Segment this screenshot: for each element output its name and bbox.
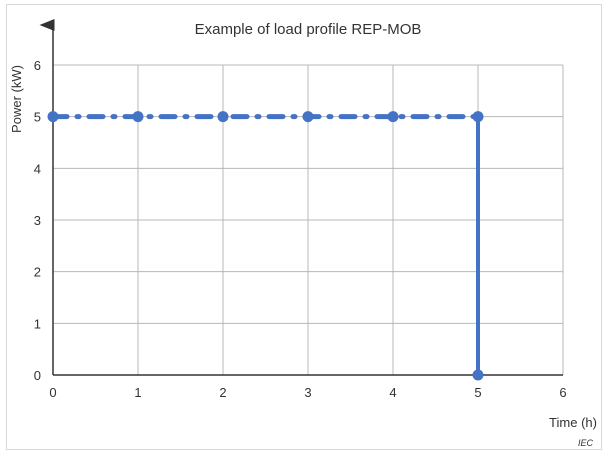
y-tick-label: 0	[34, 368, 41, 383]
y-tick-label: 1	[34, 316, 41, 331]
data-point	[472, 111, 484, 123]
y-axis-label: Power (kW)	[9, 65, 24, 133]
data-point	[132, 111, 144, 123]
chart-frame: Example of load profile REP-MOB Power (k…	[6, 4, 602, 450]
y-tick-label: 2	[34, 265, 41, 280]
y-tick-label: 4	[34, 161, 41, 176]
y-tick-label: 5	[34, 110, 41, 125]
x-axis-label: Time (h)	[549, 415, 597, 430]
text-layer: Example of load profile REP-MOB Power (k…	[9, 21, 597, 448]
chart-svg: Example of load profile REP-MOB Power (k…	[9, 19, 597, 448]
chart-title: Example of load profile REP-MOB	[195, 21, 422, 38]
x-tick-label: 2	[219, 385, 226, 400]
data-point	[472, 369, 484, 381]
iec-watermark: IEC	[578, 438, 594, 448]
x-tick-label: 4	[389, 385, 396, 400]
series-layer	[47, 111, 484, 381]
x-tick-label: 6	[559, 385, 566, 400]
x-tick-label: 0	[49, 385, 56, 400]
y-tick-label: 6	[34, 58, 41, 73]
x-tick-label: 3	[304, 385, 311, 400]
data-point	[302, 111, 314, 123]
x-tick-label: 5	[474, 385, 481, 400]
data-point	[217, 111, 229, 123]
y-tick-label: 3	[34, 213, 41, 228]
data-point	[47, 111, 59, 123]
x-tick-label: 1	[134, 385, 141, 400]
data-point	[387, 111, 399, 123]
